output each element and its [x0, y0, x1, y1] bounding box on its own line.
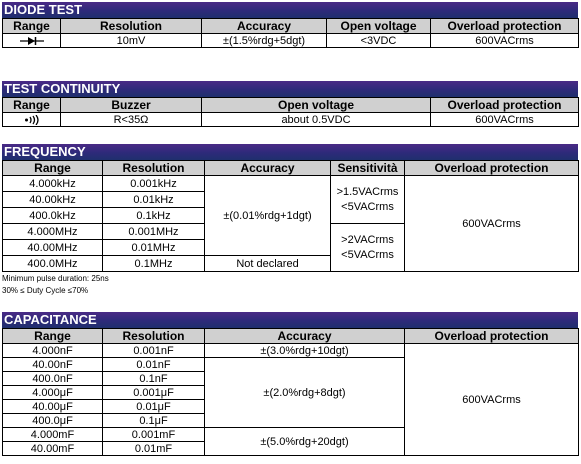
frequency-table: Range Resolution Accuracy Sensitività Ov… — [2, 160, 579, 272]
col-header: Overload protection — [430, 18, 579, 34]
col-header: Sensitività — [330, 160, 405, 176]
diode-test-title: DIODE TEST — [2, 2, 578, 18]
table-row-range: 4.000nF — [2, 343, 103, 358]
table-row-range: 400.0MHz — [2, 255, 103, 272]
continuity-buzzer: R<35Ω — [60, 112, 202, 127]
buzzer-sound-icon — [24, 114, 39, 125]
table-row-resolution: 0.001kHz — [102, 175, 205, 192]
col-header: Resolution — [60, 18, 202, 34]
col-header: Open voltage — [326, 18, 431, 34]
continuity-overload: 600VACrms — [430, 112, 579, 127]
continuity-open-voltage: about 0.5VDC — [201, 112, 431, 127]
table-row-range: 40.00MHz — [2, 239, 103, 256]
table-row-range: 400.0μF — [2, 413, 103, 428]
table-row-resolution: 0.01μF — [102, 399, 205, 414]
diode-open-voltage: <3VDC — [326, 33, 431, 48]
table-row-resolution: 0.01MHz — [102, 239, 205, 256]
col-header: Open voltage — [201, 97, 431, 113]
table-row-resolution: 0.001MHz — [102, 223, 205, 240]
capacitance-title: CAPACITANCE — [2, 312, 578, 328]
frequency-section: FREQUENCY Range Resolution Accuracy Sens… — [2, 144, 579, 272]
diode-resolution: 10mV — [60, 33, 202, 48]
capacitance-table: Range Resolution Accuracy Overload prote… — [2, 328, 579, 456]
frequency-title: FREQUENCY — [2, 144, 578, 160]
sensitivity-max: <5VACrms — [341, 248, 394, 261]
col-header: Overload protection — [404, 160, 579, 176]
frequency-accuracy: ±(0.01%rdg+1dgt) — [204, 175, 331, 256]
table-row-resolution: 0.1μF — [102, 413, 205, 428]
note-duty-cycle: 30% ≤ Duty Cycle ≤70% — [2, 286, 89, 295]
frequency-overload: 600VACrms — [404, 175, 579, 272]
sensitivity-min: >2VACrms — [341, 233, 394, 246]
diode-test-section: DIODE TEST Range Resolution Accuracy Ope… — [2, 2, 579, 48]
col-header: Accuracy — [204, 160, 331, 176]
col-header: Resolution — [102, 328, 205, 344]
col-header: Range — [2, 97, 61, 113]
capacitance-section: CAPACITANCE Range Resolution Accuracy Ov… — [2, 312, 579, 456]
table-row-resolution: 0.1MHz — [102, 255, 205, 272]
col-header: Accuracy — [204, 328, 405, 344]
table-row-resolution: 0.1kHz — [102, 207, 205, 224]
capacitance-accuracy-1: ±(3.0%rdg+10dgt) — [204, 343, 405, 358]
table-row-range: 40.00μF — [2, 399, 103, 414]
continuity-range-cell — [2, 112, 61, 127]
sensitivity-min: >1.5VACrms — [336, 185, 399, 198]
table-row-resolution: 0.001mF — [102, 427, 205, 442]
table-row-range: 40.00mF — [2, 441, 103, 456]
col-header: Overload protection — [430, 97, 579, 113]
table-row-range: 40.00nF — [2, 357, 103, 372]
col-header: Overload protection — [404, 328, 579, 344]
diode-accuracy: ±(1.5%rdg+5dgt) — [201, 33, 327, 48]
table-row-resolution: 0.01nF — [102, 357, 205, 372]
diode-overload: 600VACrms — [430, 33, 579, 48]
col-header: Accuracy — [201, 18, 327, 34]
frequency-sensitivity-1: >1.5VACrms <5VACrms — [330, 175, 405, 224]
table-row-range: 4.000kHz — [2, 175, 103, 192]
diode-symbol-icon — [19, 36, 44, 45]
table-row-resolution: 0.1nF — [102, 371, 205, 386]
table-row-resolution: 0.01mF — [102, 441, 205, 456]
note-pulse-duration: Minimum pulse duration: 25ns — [2, 274, 109, 283]
table-row-range: 4.000MHz — [2, 223, 103, 240]
table-row-range: 400.0nF — [2, 371, 103, 386]
frequency-sensitivity-2: >2VACrms <5VACrms — [330, 223, 405, 272]
table-row-range: 4.000μF — [2, 385, 103, 400]
capacitance-accuracy-3: ±(5.0%rdg+20dgt) — [204, 427, 405, 456]
table-row-range: 4.000mF — [2, 427, 103, 442]
diode-range-cell — [2, 33, 61, 48]
frequency-accuracy-last: Not declared — [204, 255, 331, 272]
diode-test-table: Range Resolution Accuracy Open voltage O… — [2, 18, 579, 48]
col-header: Range — [2, 160, 103, 176]
continuity-title: TEST CONTINUITY — [2, 81, 578, 97]
continuity-table: Range Buzzer Open voltage Overload prote… — [2, 97, 579, 127]
col-header: Resolution — [102, 160, 205, 176]
continuity-section: TEST CONTINUITY Range Buzzer Open voltag… — [2, 81, 579, 127]
table-row-resolution: 0.001μF — [102, 385, 205, 400]
table-row-range: 40.00kHz — [2, 191, 103, 208]
sensitivity-max: <5VACrms — [341, 200, 394, 213]
col-header: Range — [2, 328, 103, 344]
table-row-resolution: 0.01kHz — [102, 191, 205, 208]
capacitance-accuracy-2: ±(2.0%rdg+8dgt) — [204, 357, 405, 428]
capacitance-overload: 600VACrms — [404, 343, 579, 456]
col-header: Buzzer — [60, 97, 202, 113]
table-row-range: 400.0kHz — [2, 207, 103, 224]
table-row-resolution: 0.001nF — [102, 343, 205, 358]
col-header: Range — [2, 18, 61, 34]
